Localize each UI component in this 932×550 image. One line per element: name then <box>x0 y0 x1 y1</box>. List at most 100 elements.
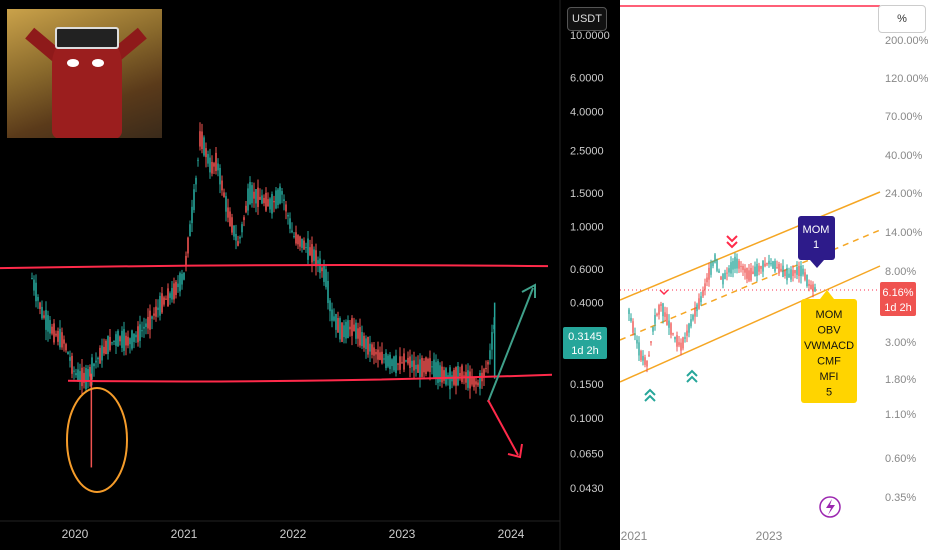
left-candle-body <box>193 189 195 211</box>
left-candle-body <box>347 320 349 339</box>
right-candle-body <box>662 303 664 317</box>
left-candle-body <box>179 273 181 292</box>
channel-upper <box>620 191 881 301</box>
left-candle-body <box>209 157 211 173</box>
left-candle-body <box>255 189 257 204</box>
right-candle-body <box>722 273 724 285</box>
left-candle-body <box>195 177 197 185</box>
right-candle-body <box>706 277 708 283</box>
left-candle-body <box>153 313 155 316</box>
left-candle-body <box>357 328 359 339</box>
left-candle-body <box>75 373 77 376</box>
left-candle-body <box>91 357 93 380</box>
left-candle-body <box>177 283 179 288</box>
right-candle-body <box>638 342 640 356</box>
mom-bottom-label-lines: MOM OBV VWMACD CMF MFI 5 <box>804 309 854 399</box>
left-candle-body <box>189 224 191 237</box>
right-candle-body <box>788 273 790 278</box>
left-candle-body <box>257 187 259 207</box>
left-candle-body <box>103 346 105 354</box>
left-candle-body <box>235 234 237 241</box>
right-candle-body <box>720 276 722 280</box>
left-candle-body <box>459 372 461 377</box>
left-candle-body <box>173 283 175 300</box>
right-y-tick-label: 24.00% <box>885 188 923 200</box>
right-candle-body <box>684 337 686 339</box>
left-candle-body <box>201 131 203 150</box>
lightning-icon[interactable] <box>826 499 835 515</box>
left-y-tick-label: 0.6000 <box>570 264 604 276</box>
left-candle-body <box>35 282 37 302</box>
left-y-tick-label: 6.0000 <box>570 73 604 85</box>
right-candle-body <box>734 256 736 269</box>
left-candle-body <box>361 332 363 347</box>
left-candle-body <box>321 267 323 272</box>
right-candle-body <box>690 319 692 327</box>
left-candle-body <box>207 154 209 164</box>
right-y-tick-label: 40.00% <box>885 150 923 162</box>
right-candle-body <box>782 265 784 278</box>
value-badge-timeframe: 1d 2h <box>884 302 912 314</box>
left-candle-body <box>65 344 67 351</box>
left-candle-body <box>161 293 163 313</box>
right-candle-body <box>704 283 706 290</box>
support-line <box>67 373 553 383</box>
left-candle-body <box>379 352 381 360</box>
right-candle-body <box>660 304 662 306</box>
spike-circle <box>66 387 128 493</box>
bottom-label-line: MOM <box>816 309 843 321</box>
left-y-ticks: 10.0000 6.0000 4.0000 2.5000 1.5000 1.0000 0.6… <box>570 30 610 495</box>
percent-scale-button[interactable]: % <box>878 5 926 33</box>
left-candle-body <box>245 205 247 213</box>
left-candle-body <box>151 316 153 319</box>
left-candle-body <box>181 273 183 285</box>
left-y-tick-label: 0.4000 <box>570 298 604 310</box>
right-y-tick-label: 200.00% <box>885 35 929 47</box>
right-candles <box>628 252 816 373</box>
left-candle-body <box>371 344 373 355</box>
right-candle-body <box>646 360 648 367</box>
left-candle-body <box>271 194 273 214</box>
left-candle-body <box>145 323 147 327</box>
left-candle-body <box>169 293 171 298</box>
left-candle-body <box>135 334 137 338</box>
left-candle-body <box>213 163 215 167</box>
left-x-tick-label: 2024 <box>498 527 525 541</box>
right-candle-body <box>796 267 798 275</box>
left-candle-body <box>327 280 329 303</box>
left-candle-body <box>293 236 295 238</box>
left-candle-body <box>439 365 441 382</box>
right-x-tick-label: 2021 <box>621 529 648 543</box>
left-candle-body <box>323 264 325 282</box>
left-candle-body <box>431 366 433 368</box>
currency-badge[interactable]: USDT <box>567 7 607 31</box>
left-candle-body <box>175 281 177 295</box>
right-candle-body <box>728 268 730 273</box>
left-candle-body <box>309 247 311 256</box>
left-candle-body <box>141 330 143 332</box>
left-y-tick-label: 1.5000 <box>570 188 604 200</box>
left-candle-body <box>37 296 39 301</box>
left-candle-body <box>205 148 207 158</box>
right-candle-body <box>740 265 742 267</box>
right-candle-body <box>768 260 770 265</box>
left-candle-body <box>87 369 89 382</box>
right-candle-body <box>746 267 748 279</box>
right-candle-body <box>808 283 810 286</box>
left-candle-body <box>199 131 201 147</box>
right-candle-body <box>642 355 644 361</box>
down-arrow <box>487 399 519 456</box>
left-candle-body <box>375 351 377 355</box>
left-candle-body <box>351 318 353 336</box>
left-candle-body <box>491 332 493 350</box>
left-candle-body <box>223 192 225 197</box>
left-candle-body <box>137 326 139 343</box>
left-candle-body <box>425 357 427 375</box>
left-candle-body <box>61 332 63 348</box>
right-candle-body <box>712 261 714 267</box>
right-candle-body <box>738 260 740 269</box>
right-candle-body <box>648 354 650 356</box>
left-candle-body <box>455 367 457 386</box>
right-candle-body <box>804 272 806 280</box>
up-arrow <box>487 287 534 403</box>
